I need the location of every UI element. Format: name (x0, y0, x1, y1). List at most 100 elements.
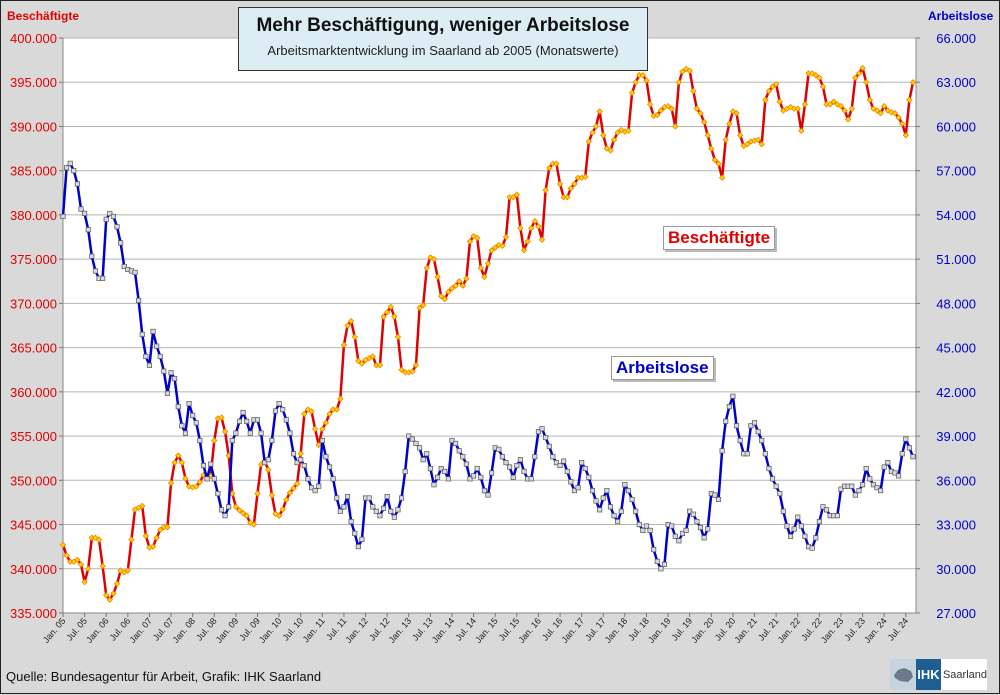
data-point-arbeitslose (517, 457, 523, 463)
data-point-arbeitslose (521, 468, 527, 475)
data-point-beschaeftigte (466, 238, 474, 245)
left-tick-label: 395.000 (10, 75, 57, 90)
data-point-arbeitslose (751, 420, 758, 426)
data-point-beschaeftigte (852, 74, 859, 81)
data-point-arbeitslose (395, 507, 401, 513)
data-point-beschaeftigte (351, 333, 358, 341)
data-point-arbeitslose (110, 213, 116, 219)
data-point-arbeitslose (154, 343, 160, 349)
logo-region: Saarland (940, 659, 987, 690)
data-point-beschaeftigte (441, 295, 448, 303)
data-point-arbeitslose (867, 476, 873, 482)
data-point-arbeitslose (427, 465, 433, 472)
data-point-arbeitslose (543, 435, 549, 441)
data-point-beschaeftigte (196, 478, 204, 486)
data-point-arbeitslose (413, 440, 419, 446)
data-point-beschaeftigte (553, 160, 560, 167)
data-point-beschaeftigte (625, 127, 632, 135)
left-tick-label: 365.000 (10, 341, 57, 356)
data-point-arbeitslose (445, 476, 451, 482)
data-point-beschaeftigte (816, 74, 823, 81)
data-point-arbeitslose (406, 433, 412, 439)
x-tick-label: Jan. 15 (473, 616, 500, 645)
data-point-arbeitslose (89, 253, 95, 259)
data-point-beschaeftigte (319, 425, 326, 433)
x-tick-label: Jan. 21 (732, 616, 759, 645)
data-point-beschaeftigte (600, 132, 607, 139)
data-point-arbeitslose (344, 493, 351, 500)
x-tick-label: Jan. 18 (603, 616, 630, 645)
data-point-beschaeftigte (394, 333, 402, 341)
data-point-beschaeftigte (510, 194, 517, 201)
data-point-beschaeftigte (909, 79, 917, 86)
data-point-arbeitslose (661, 561, 668, 567)
data-point-beschaeftigte (632, 79, 639, 86)
data-point-arbeitslose (535, 429, 541, 435)
data-point-beschaeftigte (63, 552, 70, 559)
data-point-arbeitslose (150, 328, 156, 334)
data-point-beschaeftigte (571, 180, 578, 188)
data-point-arbeitslose (157, 353, 163, 360)
data-point-arbeitslose (910, 454, 916, 460)
data-point-beschaeftigte (142, 532, 150, 540)
data-point-arbeitslose (539, 426, 545, 432)
data-point-arbeitslose (723, 418, 729, 424)
data-point-arbeitslose (240, 409, 246, 416)
data-point-beschaeftigte (344, 322, 351, 329)
data-point-arbeitslose (532, 454, 538, 460)
data-point-arbeitslose (316, 483, 322, 489)
data-point-arbeitslose (852, 492, 858, 498)
data-point-beschaeftigte (427, 254, 434, 261)
data-point-beschaeftigte (74, 556, 81, 564)
data-point-beschaeftigte (654, 111, 661, 119)
data-point-arbeitslose (208, 461, 214, 467)
data-point-beschaeftigte (715, 160, 722, 167)
data-point-beschaeftigte (881, 102, 888, 110)
data-point-arbeitslose (200, 463, 207, 469)
data-point-arbeitslose (892, 470, 898, 476)
data-point-arbeitslose (615, 519, 621, 525)
data-point-arbeitslose (575, 485, 581, 491)
data-point-beschaeftigte (355, 357, 362, 365)
data-point-beschaeftigte (722, 136, 729, 143)
data-point-arbeitslose (863, 465, 869, 472)
x-tick-label: Jan. 17 (560, 616, 587, 645)
title-box: Mehr Beschäftigung, weniger Arbeitslose … (238, 7, 648, 71)
data-point-arbeitslose (82, 210, 88, 216)
data-point-beschaeftigte (798, 127, 805, 135)
data-point-beschaeftigte (812, 71, 819, 79)
right-tick-label: 33.000 (936, 518, 976, 533)
data-point-beschaeftigte (607, 147, 614, 154)
data-point-arbeitslose (132, 269, 138, 275)
data-point-beschaeftigte (452, 282, 459, 289)
data-point-arbeitslose (546, 443, 552, 449)
data-point-arbeitslose (211, 476, 217, 482)
data-point-arbeitslose (244, 418, 250, 424)
data-point-arbeitslose (816, 519, 822, 525)
data-point-arbeitslose (276, 401, 282, 407)
data-point-arbeitslose (312, 488, 318, 494)
data-point-beschaeftigte (801, 101, 809, 108)
data-point-arbeitslose (384, 493, 390, 500)
data-point-arbeitslose (197, 437, 203, 444)
left-tick-label: 400.000 (10, 31, 57, 46)
data-point-beschaeftigte (275, 512, 283, 519)
data-point-beschaeftigte (618, 126, 625, 134)
data-point-arbeitslose (179, 423, 185, 429)
data-point-beschaeftigte (592, 123, 600, 130)
data-point-arbeitslose (229, 437, 235, 444)
data-point-arbeitslose (802, 533, 808, 539)
data-point-arbeitslose (190, 412, 196, 418)
right-tick-label: 63.000 (936, 75, 976, 90)
data-point-beschaeftigte (484, 260, 492, 267)
data-point-beschaeftigte (643, 77, 650, 84)
data-point-beschaeftigte (556, 180, 564, 188)
right-tick-label: 54.000 (936, 208, 976, 223)
data-point-arbeitslose (294, 460, 300, 466)
data-point-beschaeftigte (347, 317, 355, 325)
x-tick-label: Jan. 12 (343, 616, 370, 645)
x-tick-label: Jan. 23 (819, 616, 846, 645)
data-point-beschaeftigte (614, 129, 621, 136)
data-point-beschaeftigte (153, 534, 160, 541)
